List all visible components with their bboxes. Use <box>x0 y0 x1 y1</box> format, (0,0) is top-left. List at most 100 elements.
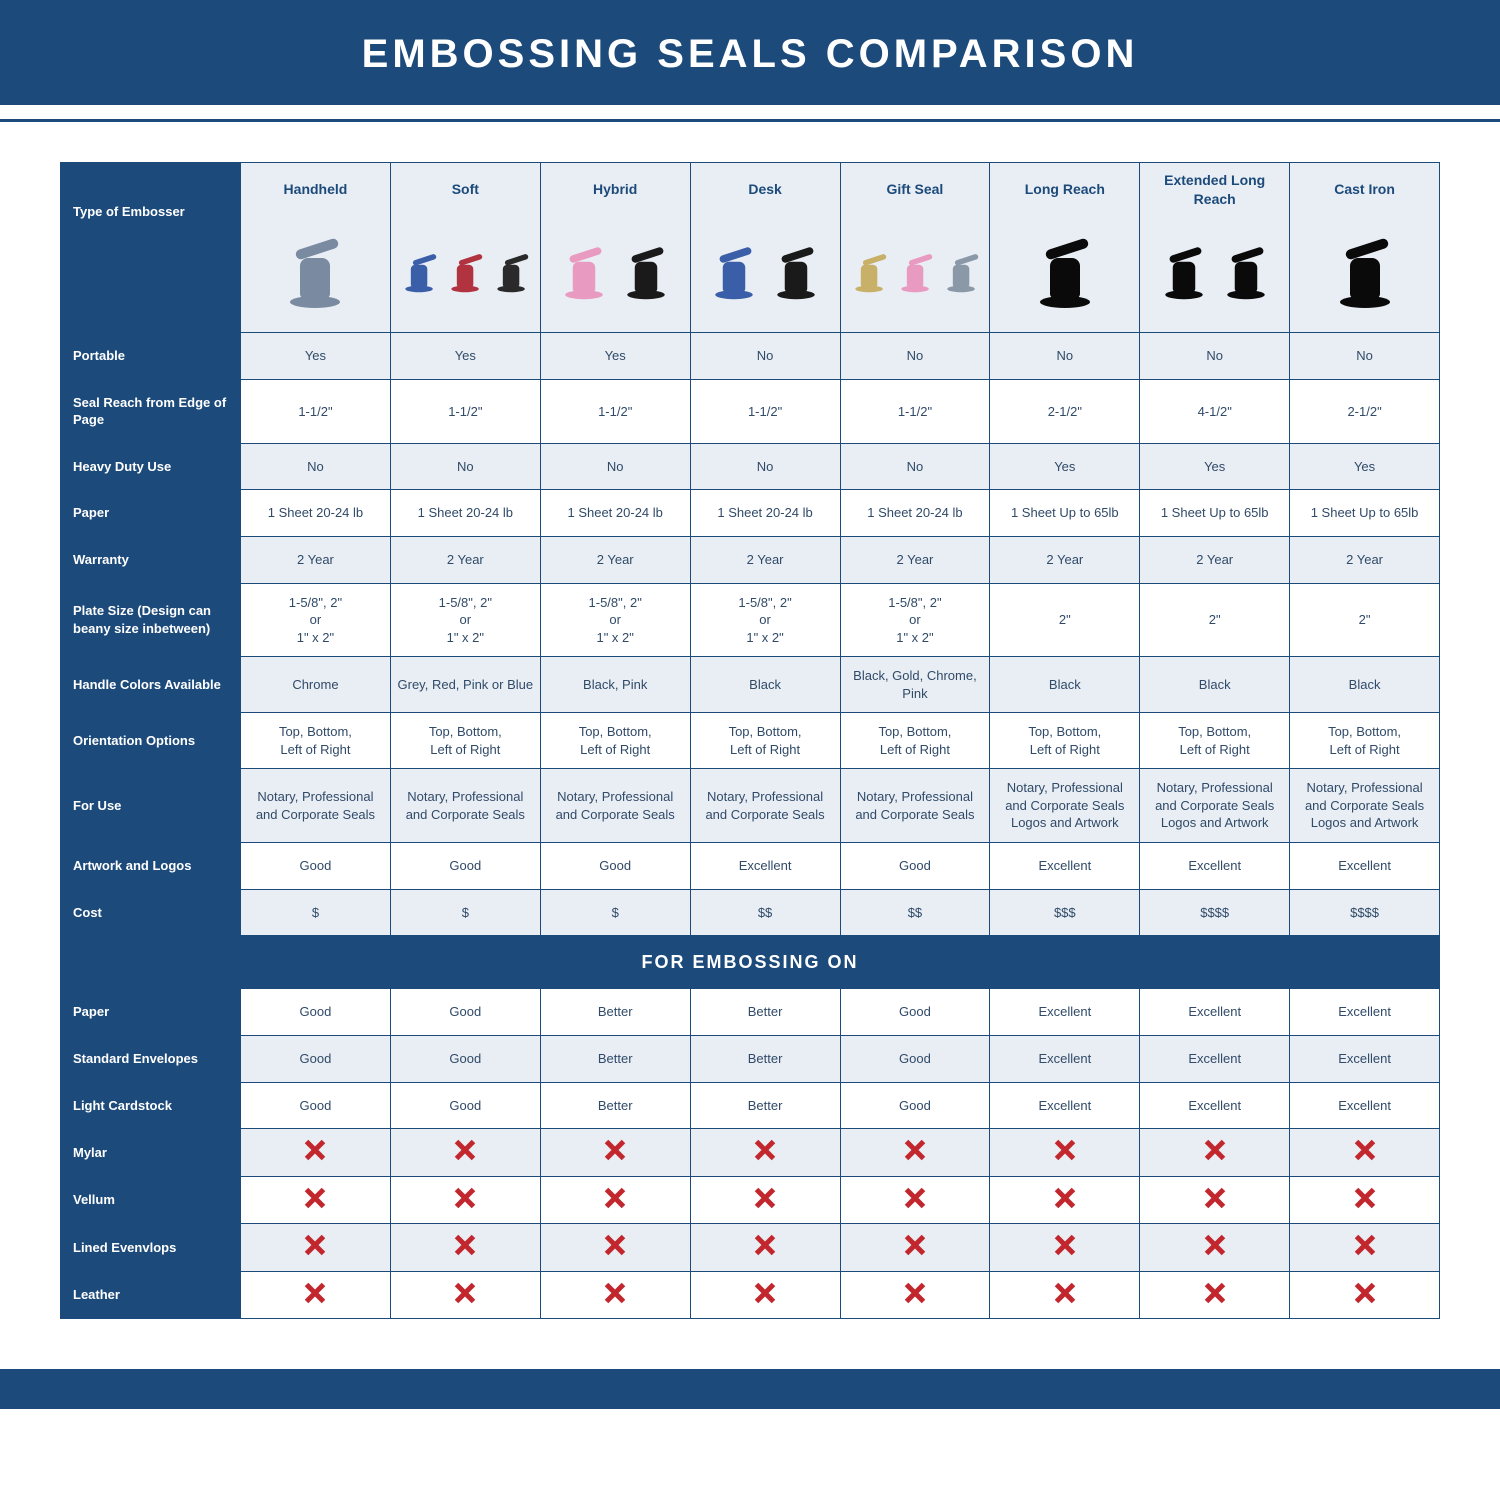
cell <box>690 1129 840 1177</box>
x-icon <box>604 1187 626 1209</box>
x-icon <box>1204 1234 1226 1256</box>
cell: Better <box>690 1035 840 1082</box>
cell: Excellent <box>1140 1035 1290 1082</box>
cell <box>540 1176 690 1224</box>
cell: Black <box>690 657 840 713</box>
section-divider: FOR EMBOSSING ON <box>61 936 1440 989</box>
x-icon <box>1354 1139 1376 1161</box>
row-label: Portable <box>61 333 241 380</box>
cell: 2 Year <box>540 537 690 584</box>
product-image-soft <box>390 213 540 333</box>
cell: Yes <box>1140 443 1290 490</box>
x-icon <box>1054 1282 1076 1304</box>
page-title: EMBOSSING SEALS COMPARISON <box>0 0 1500 105</box>
cell: Notary, Professional and Corporate Seals <box>241 769 391 843</box>
footer-spacer <box>0 1409 1500 1479</box>
cell: 2 Year <box>390 537 540 584</box>
table-row: Mylar <box>61 1129 1440 1177</box>
table-row: Heavy Duty UseNoNoNoNoNoYesYesYes <box>61 443 1440 490</box>
cell: Grey, Red, Pink or Blue <box>390 657 540 713</box>
cell: 2 Year <box>690 537 840 584</box>
x-icon <box>454 1234 476 1256</box>
cell: 2 Year <box>1140 537 1290 584</box>
cell: 1 Sheet Up to 65lb <box>1290 490 1440 537</box>
cell: 2-1/2" <box>1290 379 1440 443</box>
cell: Excellent <box>1290 989 1440 1036</box>
cell: Excellent <box>1140 989 1290 1036</box>
row-label: Paper <box>61 490 241 537</box>
cell: Top, Bottom, Left of Right <box>1290 713 1440 769</box>
x-icon <box>1054 1234 1076 1256</box>
cell <box>840 1224 990 1272</box>
row-label: Leather <box>61 1271 241 1319</box>
cell: Excellent <box>1140 843 1290 890</box>
x-icon <box>1354 1282 1376 1304</box>
cell: 2 Year <box>840 537 990 584</box>
cell: Yes <box>1290 443 1440 490</box>
cell: Notary, Professional and Corporate Seals <box>540 769 690 843</box>
x-icon <box>904 1282 926 1304</box>
cell: Top, Bottom, Left of Right <box>390 713 540 769</box>
cell: Good <box>241 1082 391 1129</box>
row-label: Handle Colors Available <box>61 657 241 713</box>
cell: Good <box>840 1035 990 1082</box>
x-icon <box>1204 1282 1226 1304</box>
cell: Good <box>390 1035 540 1082</box>
cell: Notary, Professional and Corporate Seals <box>840 769 990 843</box>
cell: Excellent <box>990 843 1140 890</box>
x-icon <box>1054 1139 1076 1161</box>
cell: 1-5/8", 2" or 1" x 2" <box>241 583 391 657</box>
x-icon <box>1204 1139 1226 1161</box>
cell: $$ <box>690 889 840 936</box>
table-row: Seal Reach from Edge of Page1-1/2"1-1/2"… <box>61 379 1440 443</box>
cell: 1 Sheet 20-24 lb <box>690 490 840 537</box>
cell: $$$$ <box>1140 889 1290 936</box>
embosser-icon <box>856 253 880 292</box>
cell: Good <box>840 989 990 1036</box>
x-icon <box>754 1282 776 1304</box>
embosser-icon <box>499 253 523 292</box>
table-row: Light CardstockGoodGoodBetterBetterGoodE… <box>61 1082 1440 1129</box>
cell: 1 Sheet 20-24 lb <box>840 490 990 537</box>
type-of-embosser-label: Type of Embosser <box>61 163 241 333</box>
cell: 2" <box>1290 583 1440 657</box>
cell <box>241 1176 391 1224</box>
cell: Excellent <box>1290 1082 1440 1129</box>
embosser-icon <box>774 246 819 299</box>
cell: 2 Year <box>241 537 391 584</box>
cell: Top, Bottom, Left of Right <box>690 713 840 769</box>
cell <box>540 1224 690 1272</box>
cell <box>1140 1271 1290 1319</box>
x-icon <box>904 1234 926 1256</box>
product-image-castiron <box>1290 213 1440 333</box>
column-header-castiron: Cast Iron <box>1290 163 1440 213</box>
table-row: Artwork and LogosGoodGoodGoodExcellentGo… <box>61 843 1440 890</box>
cell <box>540 1271 690 1319</box>
cell: No <box>241 443 391 490</box>
column-header-desk: Desk <box>690 163 840 213</box>
cell: 2 Year <box>990 537 1140 584</box>
cell: Black, Pink <box>540 657 690 713</box>
cell: $$$$ <box>1290 889 1440 936</box>
cell: Excellent <box>1290 1035 1440 1082</box>
row-label: Lined Evenvlops <box>61 1224 241 1272</box>
table-row: Vellum <box>61 1176 1440 1224</box>
cell: Better <box>540 1035 690 1082</box>
cell <box>990 1129 1140 1177</box>
x-icon <box>754 1187 776 1209</box>
cell <box>1140 1176 1290 1224</box>
cell: Better <box>540 989 690 1036</box>
row-label: Paper <box>61 989 241 1036</box>
product-image-hybrid <box>540 213 690 333</box>
x-icon <box>304 1187 326 1209</box>
cell: 2 Year <box>1290 537 1440 584</box>
cell: Good <box>840 1082 990 1129</box>
cell <box>990 1176 1140 1224</box>
cell: Yes <box>390 333 540 380</box>
table-row: Handle Colors AvailableChromeGrey, Red, … <box>61 657 1440 713</box>
cell: Good <box>390 1082 540 1129</box>
cell: $$$ <box>990 889 1140 936</box>
cell: 1 Sheet 20-24 lb <box>241 490 391 537</box>
cell: Better <box>690 1082 840 1129</box>
x-icon <box>454 1282 476 1304</box>
